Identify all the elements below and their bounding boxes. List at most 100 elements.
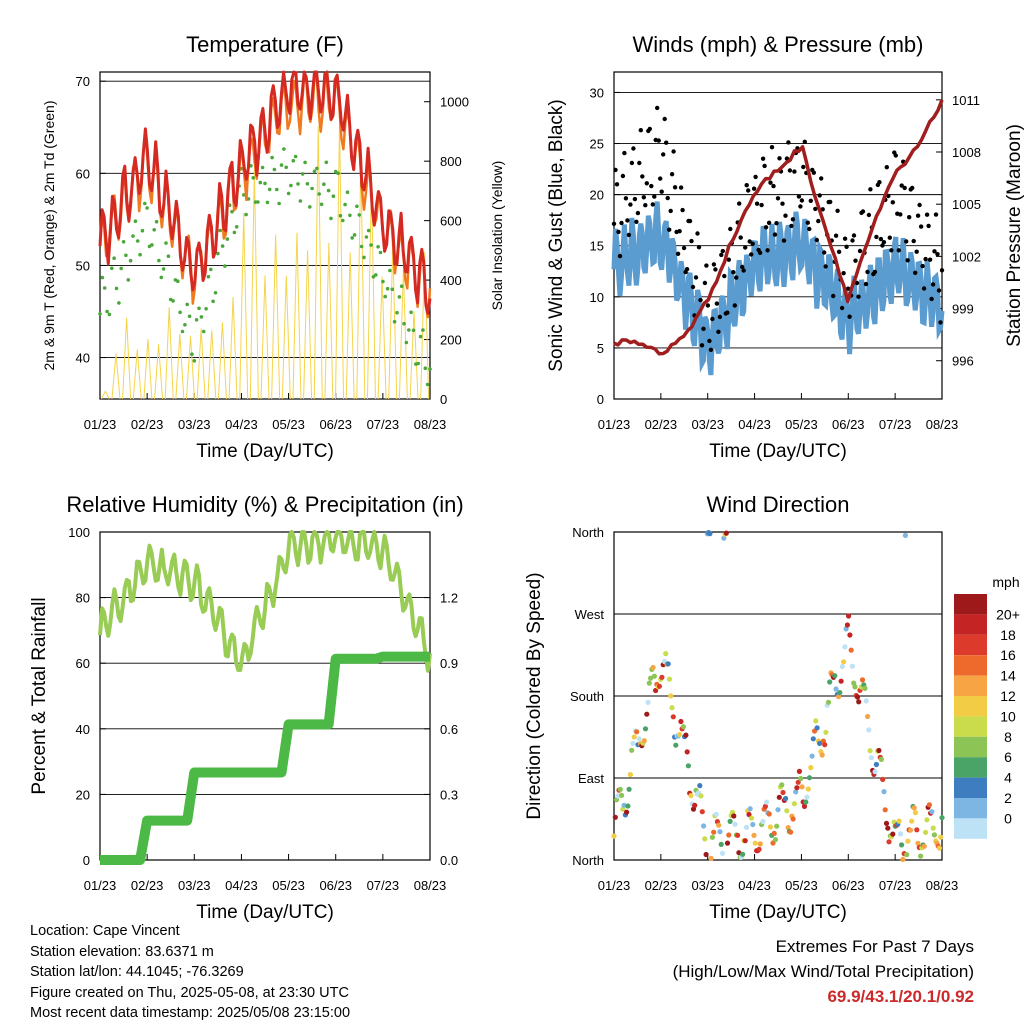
- direction-point: [626, 786, 632, 792]
- colorbar-label: 10: [1000, 708, 1016, 724]
- direction-point: [624, 809, 630, 815]
- station-info: Location: Cape Vincent Station elevation…: [30, 921, 350, 1024]
- gust-point: [799, 198, 805, 203]
- y2-tick-label: 200: [440, 333, 462, 348]
- solar-insolation-spike: [409, 311, 419, 400]
- direction-point: [665, 661, 671, 667]
- solar-insolation-spike: [398, 270, 408, 400]
- gust-point: [693, 275, 699, 280]
- extremes-title: Extremes For Past 7 Days: [775, 937, 974, 956]
- dewpoint-point: [418, 334, 423, 339]
- direction-point: [642, 726, 649, 732]
- gust-point: [623, 196, 629, 201]
- x-tick-label: 06/23: [319, 417, 352, 432]
- solar-insolation-spike: [324, 242, 334, 400]
- gust-point: [622, 150, 627, 156]
- gust-point: [743, 245, 748, 250]
- dewpoint-point: [303, 160, 307, 165]
- y-tick-label: 30: [590, 85, 604, 100]
- gust-point: [887, 235, 892, 240]
- dewpoint-point: [392, 319, 397, 324]
- dewpoint-point: [345, 190, 350, 194]
- dewpoint-point: [135, 239, 140, 243]
- gust-point: [898, 212, 903, 217]
- direction-point: [808, 765, 814, 771]
- x-tick-label: 05/23: [785, 417, 818, 432]
- direction-point: [862, 685, 868, 692]
- dewpoint-point: [112, 256, 116, 261]
- gust-point: [910, 185, 915, 191]
- gust-point: [918, 224, 924, 229]
- direction-point: [929, 809, 935, 815]
- gust-point: [817, 193, 822, 198]
- gust-point: [911, 238, 916, 244]
- gust-point: [917, 202, 922, 208]
- gust-point: [707, 338, 712, 344]
- dewpoint-point: [317, 192, 322, 196]
- gust-point: [938, 320, 943, 325]
- gust-point: [726, 257, 731, 262]
- direction-point: [713, 811, 719, 817]
- y-tick-label: 40: [76, 351, 90, 366]
- gust-point: [850, 238, 855, 243]
- dewpoint-point: [150, 243, 154, 247]
- relative-humidity-line: [98, 530, 432, 673]
- colorbar-label: 0: [1004, 810, 1012, 826]
- x-tick-label: 02/23: [645, 417, 678, 432]
- dewpoint-point: [105, 309, 109, 314]
- y-tick-label: 100: [68, 525, 90, 540]
- direction-point: [803, 799, 809, 805]
- direction-point: [912, 810, 919, 816]
- gust-point: [896, 248, 901, 253]
- direction-point: [620, 806, 626, 812]
- plot-frame: [99, 531, 431, 861]
- temp-2m-line: [98, 70, 432, 315]
- direction-point: [698, 793, 704, 799]
- gust-point: [713, 267, 718, 272]
- gust-point: [695, 231, 700, 236]
- dewpoint-point: [423, 366, 428, 371]
- gust-point: [933, 212, 939, 217]
- dewpoint-point: [199, 315, 204, 319]
- direction-point: [817, 740, 823, 747]
- gust-point: [719, 252, 724, 258]
- x-tick-label: 08/23: [926, 417, 959, 432]
- dewpoint-point: [128, 258, 133, 263]
- dewpoint-point: [121, 240, 126, 244]
- dewpoint-point: [286, 191, 291, 196]
- gust-point: [711, 262, 717, 267]
- gust-point: [696, 245, 702, 250]
- y2-tick-label: 0.9: [440, 656, 458, 671]
- direction-point: [656, 683, 663, 689]
- direction-point: [630, 740, 636, 746]
- colorbar-swatch: [954, 614, 987, 635]
- dewpoint-point: [260, 165, 265, 170]
- gust-point: [628, 202, 633, 207]
- y-tick-label: 15: [590, 239, 604, 254]
- gust-point: [835, 208, 840, 213]
- colorbar-label: 4: [1004, 770, 1012, 786]
- gust-point: [771, 183, 776, 189]
- dewpoint-point: [157, 258, 161, 263]
- wind-speed-line: [611, 201, 945, 376]
- extremes-box: Extremes For Past 7 Days (High/Low/Max W…: [673, 934, 974, 1009]
- gust-point: [613, 167, 618, 173]
- gust-point: [860, 209, 866, 214]
- solar-insolation-spike: [271, 234, 281, 400]
- direction-point: [924, 817, 930, 823]
- dewpoint-point: [364, 235, 369, 239]
- colorbar-label: 2: [1004, 790, 1012, 806]
- direction-point: [863, 698, 869, 704]
- direction-point: [659, 674, 665, 680]
- dewpoint-point: [124, 253, 128, 258]
- gust-point: [681, 245, 687, 251]
- gust-point: [705, 303, 711, 308]
- gust-point: [787, 168, 793, 173]
- dewpoint-point: [407, 328, 411, 332]
- direction-point: [702, 836, 708, 842]
- direction-point: [918, 853, 924, 859]
- gust-point: [807, 226, 812, 232]
- dewpoint-point: [154, 219, 159, 224]
- dewpoint-point: [369, 243, 373, 247]
- gust-point: [632, 196, 638, 202]
